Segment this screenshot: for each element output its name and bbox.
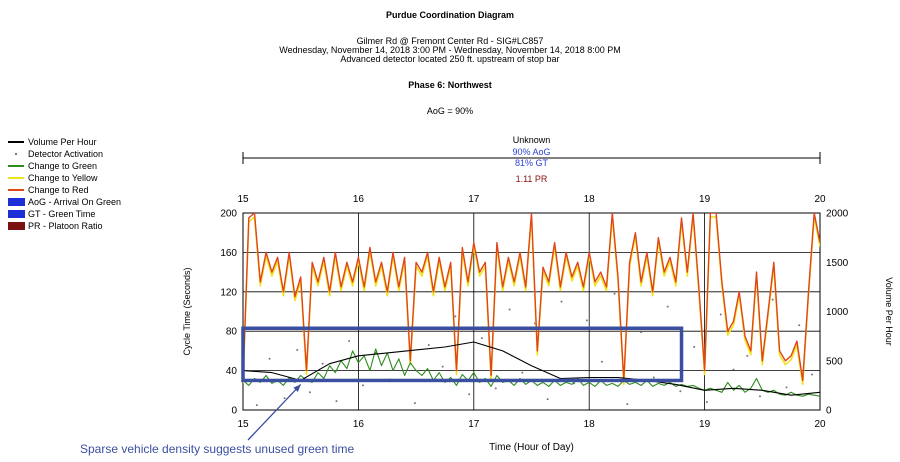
detector-activation-point — [785, 386, 788, 389]
detector-activation-point — [613, 292, 616, 295]
y2-axis-label: Volume Per Hour — [884, 277, 894, 346]
legend-item-detector[interactable]: Detector Activation — [6, 148, 121, 160]
detector-activation-point — [454, 315, 457, 318]
x-tick-label: 19 — [699, 419, 711, 430]
detector-activation-point — [771, 298, 774, 301]
detector-activation-point — [268, 357, 271, 360]
y-tick-label: 0 — [231, 406, 237, 417]
detector-activation-point — [746, 354, 749, 357]
detector-activation-point — [679, 390, 682, 393]
y2-tick-label: 1000 — [826, 307, 849, 318]
detector-activation-point — [798, 324, 801, 327]
x-axis-label: Time (Hour of Day) — [489, 442, 574, 453]
detector-activation-point — [348, 340, 351, 343]
detector-activation-point — [600, 360, 603, 363]
detector-activation-point — [560, 300, 563, 303]
legend-swatch-red — [8, 189, 24, 191]
phase-title: Phase 6: Northwest — [408, 80, 492, 90]
legend-item-green[interactable]: Change to Green — [6, 160, 121, 172]
detector-activation-point — [546, 398, 549, 401]
legend-item-volume[interactable]: Volume Per Hour — [6, 136, 121, 148]
x-tick-label: 20 — [814, 419, 826, 430]
x-tick-label: 16 — [353, 419, 365, 430]
y-tick-label: 80 — [226, 327, 238, 338]
x-top-tick-label: 20 — [814, 194, 826, 205]
detector-activation-point — [521, 371, 524, 374]
y2-tick-label: 500 — [826, 356, 843, 367]
annotation-arrowhead — [293, 384, 301, 392]
detector-activation-point — [427, 343, 430, 346]
detector-activation-point — [480, 337, 483, 340]
location-subtitle: Gilmer Rd @ Fremont Center Rd - SIG#LC85… — [356, 36, 544, 46]
y-tick-label: 40 — [226, 366, 238, 377]
detector-activation-point — [626, 403, 629, 406]
x-top-tick-label: 17 — [468, 194, 480, 205]
y-axis-label: Cycle Time (Seconds) — [182, 267, 192, 355]
x-top-tick-label: 19 — [699, 194, 711, 205]
legend: Volume Per Hour Detector Activation Chan… — [6, 136, 121, 232]
plan-name: Unknown — [513, 135, 551, 145]
legend-swatch-detector — [15, 153, 17, 155]
plan-gt: 81% GT — [515, 158, 549, 168]
legend-swatch-gt — [8, 210, 25, 218]
y-tick-label: 160 — [220, 248, 237, 259]
y2-tick-label: 2000 — [826, 209, 849, 220]
detector-activation-point — [413, 402, 416, 405]
detector-activation-point — [283, 397, 286, 400]
y2-tick-label: 1500 — [826, 258, 849, 269]
legend-item-red[interactable]: Change to Red — [6, 184, 121, 196]
detector-activation-point — [652, 376, 655, 379]
volume-per-hour-line — [243, 341, 820, 396]
y-tick-label: 200 — [220, 209, 237, 220]
legend-item-aog[interactable]: AoG - Arrival On Green — [6, 196, 121, 208]
chart-title: Purdue Coordination Diagram — [385, 10, 514, 20]
detector-activation-point — [719, 313, 722, 316]
detector-activation-point — [321, 362, 324, 365]
plan-aog: 90% AoG — [512, 147, 550, 157]
x-top-tick-label: 16 — [353, 194, 365, 205]
x-tick-label: 17 — [468, 419, 480, 430]
detector-activation-point — [758, 395, 761, 398]
detector-activation-point — [810, 373, 813, 376]
detector-activation-point — [468, 393, 471, 396]
annotation-note: Sparse vehicle density suggests unused g… — [80, 442, 355, 456]
annotation-arrow — [247, 384, 302, 441]
legend-item-yellow[interactable]: Change to Yellow — [6, 172, 121, 184]
y-tick-label: 120 — [220, 287, 237, 298]
detector-activation-point — [508, 308, 511, 311]
daterange-subtitle: Wednesday, November 14, 2018 3:00 PM - W… — [279, 45, 621, 55]
detector-activation-point — [494, 387, 497, 390]
x-tick-label: 15 — [237, 419, 249, 430]
change-to-red-line — [243, 213, 820, 382]
detector-activation-point — [296, 348, 299, 351]
x-top-tick-label: 15 — [237, 194, 249, 205]
detector-subtitle: Advanced detector located 250 ft. upstre… — [340, 54, 560, 64]
detector-activation-point — [255, 404, 258, 407]
detector-activation-point — [585, 319, 588, 322]
legend-item-pr[interactable]: PR - Platoon Ratio — [6, 220, 121, 232]
legend-swatch-yellow — [8, 177, 24, 179]
legend-item-gt[interactable]: GT - Green Time — [6, 208, 121, 220]
legend-swatch-volume — [8, 141, 24, 143]
detector-activation-point — [693, 345, 696, 348]
detector-activation-point — [732, 368, 735, 371]
detector-activation-point — [335, 400, 338, 403]
plan-pr: 1.11 PR — [516, 174, 548, 184]
x-tick-label: 18 — [584, 419, 596, 430]
legend-swatch-pr — [8, 222, 25, 230]
legend-swatch-green — [8, 165, 24, 167]
detector-activation-point — [640, 331, 643, 334]
detector-activation-point — [705, 401, 708, 404]
detector-activation-point — [308, 391, 311, 394]
detector-activation-point — [441, 365, 444, 368]
legend-swatch-aog — [8, 198, 25, 206]
y2-tick-label: 0 — [826, 406, 832, 417]
highlight-box — [241, 326, 684, 383]
aog-summary: AoG = 90% — [426, 106, 474, 116]
detector-activation-point — [362, 384, 365, 387]
x-top-tick-label: 18 — [584, 194, 596, 205]
detector-activation-point — [666, 305, 669, 308]
